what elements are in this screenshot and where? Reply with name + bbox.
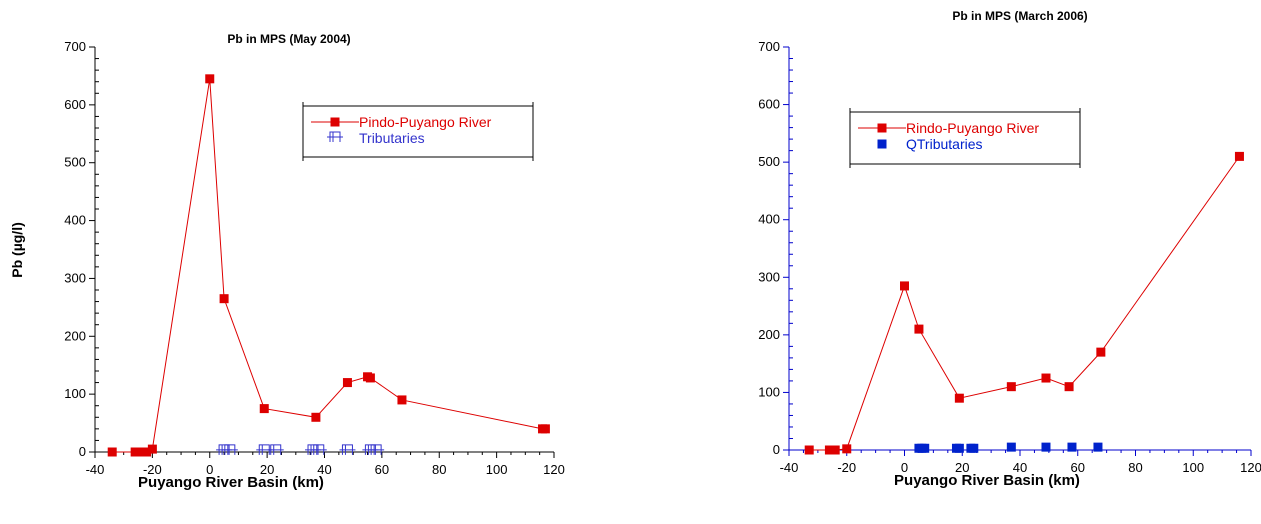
- data-point: [914, 324, 924, 334]
- x-tick-label: 0: [901, 460, 908, 475]
- y-axis-label: Pb (µg/l): [9, 222, 25, 278]
- x-tick-label: 120: [1240, 460, 1261, 475]
- y-tick-label: 400: [64, 213, 86, 228]
- x-tick-label: 120: [543, 462, 565, 477]
- x-tick-label: 40: [317, 462, 331, 477]
- data-point: [1067, 442, 1077, 452]
- y-tick-label: 700: [64, 39, 86, 54]
- y-tick-label: 400: [758, 212, 780, 227]
- series-0: [107, 74, 550, 457]
- data-point: [1096, 347, 1106, 357]
- x-tick-label: 40: [1013, 460, 1027, 475]
- data-point: [900, 281, 909, 291]
- y-tick-label: 200: [64, 328, 86, 343]
- data-point: [205, 74, 215, 84]
- y-tick-label: 300: [64, 270, 86, 285]
- data-point: [365, 373, 375, 383]
- legend-label: Rindo-Puyango River: [906, 120, 1039, 136]
- series-0: [804, 151, 1244, 455]
- x-tick-label: 60: [375, 462, 389, 477]
- legend-label: QTributaries: [906, 136, 983, 152]
- x-tick-label: 80: [1128, 460, 1142, 475]
- data-point: [221, 444, 238, 455]
- chart-may-2004: 0 100 200 300 400 500 600 700 -40 -20 0 20 40 60 80 100…: [9, 32, 565, 491]
- chart-march-2006: 0 100 200 300 400 500 600 700 -40 -20 0 20 40 60 80 100…: [758, 9, 1261, 489]
- data-point: [397, 395, 407, 405]
- y-tick-label: 700: [758, 39, 780, 54]
- series-1: [216, 444, 385, 455]
- series-1: [914, 442, 1103, 453]
- x-tick-label: 20: [260, 462, 274, 477]
- x-tick-label: -40: [780, 460, 799, 475]
- legend-marker: [877, 139, 887, 149]
- data-point: [147, 444, 157, 454]
- data-point: [954, 393, 964, 403]
- x-tick-label: -20: [143, 462, 162, 477]
- y-tick-label: 0: [773, 442, 780, 457]
- x-axis-label: Puyango River Basin (km): [894, 472, 1080, 489]
- x-tick-label: 100: [1182, 460, 1204, 475]
- x-axis-label: Puyango River Basin (km): [138, 474, 324, 491]
- data-point: [804, 445, 814, 455]
- y-tick-label: 500: [758, 154, 780, 169]
- data-point: [969, 443, 979, 453]
- chart-title: Pb in MPS (May 2004): [227, 32, 350, 46]
- data-point: [339, 444, 356, 455]
- data-point: [311, 412, 321, 422]
- data-point: [1093, 442, 1103, 452]
- series-line: [112, 78, 546, 453]
- data-point: [1041, 442, 1051, 452]
- data-point: [219, 294, 229, 304]
- x-tick-label: 20: [955, 460, 969, 475]
- x-tick-label: 100: [486, 462, 508, 477]
- data-point: [1064, 382, 1074, 392]
- data-point: [830, 445, 840, 455]
- legend-marker: [877, 123, 887, 133]
- y-tick-label: 600: [64, 97, 86, 112]
- x-tick-label: 80: [432, 462, 446, 477]
- data-point: [540, 424, 550, 434]
- data-point: [368, 444, 385, 455]
- x-tick-label: -40: [86, 462, 105, 477]
- legend-label: Tributaries: [359, 130, 425, 146]
- y-tick-label: 600: [758, 97, 780, 112]
- data-point: [920, 443, 930, 453]
- x-tick-label: -20: [837, 460, 856, 475]
- series-line: [809, 156, 1240, 451]
- legend-marker: [330, 117, 340, 127]
- y-tick-label: 200: [758, 327, 780, 342]
- data-point: [1006, 442, 1016, 452]
- y-tick-label: 100: [64, 386, 86, 401]
- data-point: [259, 404, 269, 414]
- data-point: [1006, 382, 1016, 392]
- x-tick-label: 60: [1071, 460, 1085, 475]
- data-point: [842, 444, 852, 454]
- y-tick-label: 500: [64, 155, 86, 170]
- data-point: [954, 443, 964, 453]
- y-tick-label: 100: [758, 384, 780, 399]
- data-point: [342, 378, 352, 388]
- data-point: [267, 444, 284, 455]
- x-tick-label: 0: [206, 462, 213, 477]
- data-point: [310, 444, 327, 455]
- legend-marker: [327, 131, 343, 142]
- data-point: [1234, 151, 1244, 161]
- y-tick-label: 300: [758, 269, 780, 284]
- chart-title: Pb in MPS (March 2006): [952, 9, 1087, 23]
- data-point: [1041, 373, 1051, 383]
- y-tick-label: 0: [79, 444, 86, 459]
- data-point: [107, 447, 117, 457]
- legend-label: Pindo-Puyango River: [359, 114, 492, 130]
